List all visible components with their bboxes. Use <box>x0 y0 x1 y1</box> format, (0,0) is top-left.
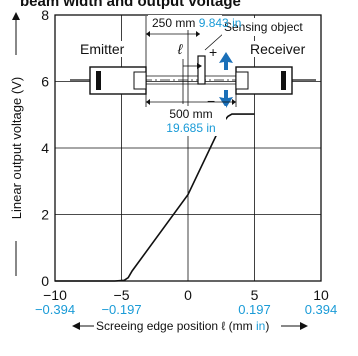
x-tick-label-in: 0.197 <box>238 302 271 317</box>
x-tick-label-in: −0.197 <box>101 302 141 317</box>
minus-label: − <box>207 93 215 109</box>
y-tick-label: 4 <box>41 140 49 156</box>
x-tick-label-mm: −5 <box>114 287 130 303</box>
y-tick-label: 6 <box>41 74 49 90</box>
x-axis-label: Screeing edge position ℓ (mm in) <box>96 319 269 333</box>
y-tick-label: 0 <box>41 273 49 289</box>
y-axis-label: Linear output voltage (V) <box>9 77 24 219</box>
gap-label: 250 mm 9.843 in <box>152 16 241 30</box>
y-tick-label: 8 <box>41 7 49 23</box>
y-tick-label: 2 <box>41 207 49 223</box>
plus-label: + <box>209 44 217 60</box>
x-tick-labels: −10−0.394 −5−0.197 0 50.197 100.394 <box>35 287 337 317</box>
span-in-label: 19.685 in <box>166 121 215 135</box>
x-tick-label-mm: 0 <box>184 287 192 303</box>
receiver-label: Receiver <box>250 41 306 57</box>
x-tick-label-mm: −10 <box>43 287 67 303</box>
y-tick-labels: 0 2 4 6 8 <box>41 7 49 289</box>
up-arrow-icon <box>219 52 233 70</box>
x-tick-label-in: 0.394 <box>305 302 338 317</box>
output-voltage-curve <box>55 113 255 282</box>
sensing-object <box>197 55 206 85</box>
span-mm-label: 500 mm <box>169 107 212 121</box>
sensor-schematic <box>70 16 316 108</box>
sensing-object-label: Sensing object <box>224 20 303 34</box>
x-axis-label-group: Screeing edge position ℓ (mm in) <box>72 319 308 333</box>
chart-title: beam width and output voltage <box>20 0 241 10</box>
ell-label: ℓ <box>177 41 183 57</box>
x-tick-label-in: −0.394 <box>35 302 75 317</box>
emitter-label: Emitter <box>80 41 125 57</box>
x-tick-label-mm: 5 <box>251 287 259 303</box>
down-arrow-icon <box>219 90 233 108</box>
x-tick-label-mm: 10 <box>313 287 329 303</box>
y-axis-label-group: Linear output voltage (V) <box>9 12 24 276</box>
